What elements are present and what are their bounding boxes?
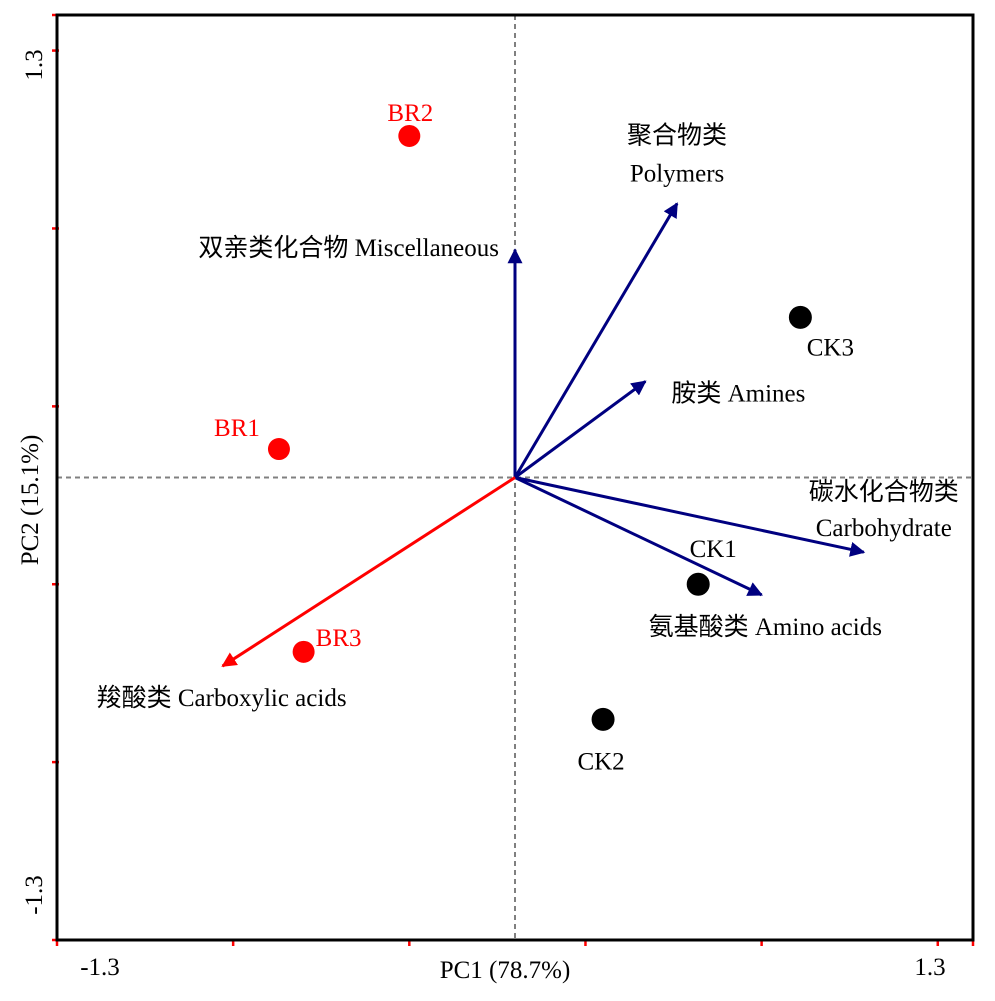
loading-label-en: Amines <box>728 380 806 407</box>
loading-label-en: Carboxylic acids <box>178 685 347 712</box>
x-axis-label: PC1 (78.7%) <box>440 957 571 984</box>
loading-label: 双亲类化合物 Miscellaneous <box>198 234 499 262</box>
loading-arrow <box>514 380 647 479</box>
axis-text: PC1 (78.7%) PC2 (15.1%) -1.3 1.3 1.3 -1.3 <box>17 49 946 984</box>
x-tick-label: -1.3 <box>80 954 120 981</box>
loading-arrow <box>514 476 763 597</box>
loading-arrows <box>221 202 866 668</box>
sample-point <box>788 305 812 329</box>
loading-label-cn: 胺类 <box>671 379 721 407</box>
loading-label-en: Polymers <box>630 161 724 188</box>
sample-point <box>591 707 615 731</box>
loading-label: 羧酸类 Carboxylic acids <box>97 684 347 712</box>
sample-label: BR2 <box>387 100 433 127</box>
loading-label-cn: 碳水化合物类 <box>809 478 959 506</box>
loading-label-cn: 氨基酸类 <box>649 613 749 641</box>
loading-label-cn: 羧酸类 <box>97 684 172 712</box>
x-tick-label: 1.3 <box>914 954 945 981</box>
y-tick-label: -1.3 <box>21 875 48 915</box>
sample-points <box>267 124 812 731</box>
y-axis-label: PC2 (15.1%) <box>17 435 44 566</box>
sample-label: BR1 <box>214 415 260 442</box>
sample-point <box>398 124 421 147</box>
sample-point <box>686 572 710 596</box>
y-tick-label: 1.3 <box>21 49 48 80</box>
sample-point <box>292 640 315 663</box>
loading-label-en: Miscellaneous <box>355 235 499 262</box>
sample-label: CK1 <box>690 536 737 563</box>
loading-label-cn: 聚合物类 <box>627 122 727 150</box>
plot-frame <box>55 13 975 942</box>
loading-label-cn: 双亲类化合物 <box>198 234 348 262</box>
loading-label-en: Amino acids <box>755 614 882 641</box>
loading-arrow <box>221 476 516 668</box>
loading-arrow <box>514 476 866 557</box>
data-labels: BR1 BR2 BR3 CK1 CK2 CK3 聚合物类 Polymers 双亲类化合物 Mis… <box>97 100 959 775</box>
loading-arrow <box>513 202 679 479</box>
sample-point <box>267 438 290 461</box>
loading-label: 胺类 Amines <box>671 379 805 407</box>
loading-label: 氨基酸类 Amino acids <box>649 613 882 641</box>
sample-label: CK3 <box>807 334 854 361</box>
sample-label: CK2 <box>577 748 624 775</box>
sample-label: BR3 <box>316 625 362 652</box>
loading-label-en: Carbohydrate <box>816 515 952 542</box>
